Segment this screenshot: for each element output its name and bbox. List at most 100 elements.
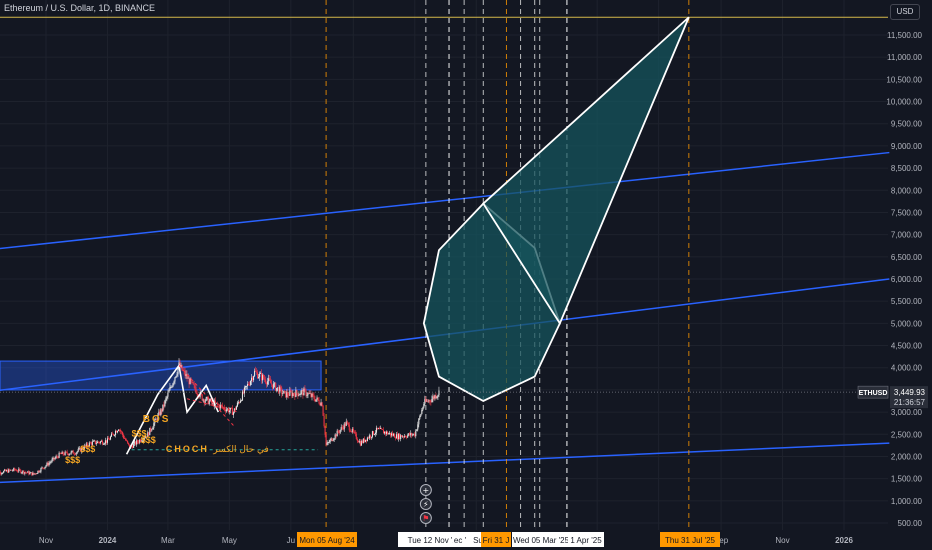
- candle-body: [74, 454, 76, 455]
- candle-body: [226, 408, 228, 410]
- candle-body: [140, 439, 142, 442]
- candle-body: [14, 468, 16, 470]
- candle-body: [376, 427, 379, 429]
- wedge-line: [186, 398, 239, 413]
- candle-body: [8, 469, 10, 473]
- candle-body: [295, 390, 297, 397]
- candle-body: [286, 392, 288, 398]
- y-tick-label: 11,500.00: [887, 31, 923, 40]
- candle-body: [187, 377, 189, 379]
- candle-body: [54, 457, 56, 460]
- candle-body: [281, 388, 283, 394]
- candle-body: [300, 391, 302, 395]
- y-tick-label: 9,500.00: [891, 120, 923, 129]
- candle-body: [317, 397, 319, 400]
- candle-body: [65, 451, 67, 453]
- candle-body: [117, 429, 120, 431]
- candle-body: [113, 434, 116, 436]
- candle-body: [398, 434, 400, 440]
- candle-body: [414, 433, 416, 437]
- candle-body: [162, 404, 164, 412]
- candle-body: [220, 404, 222, 406]
- candle-body: [327, 442, 329, 444]
- candle-body: [78, 447, 80, 449]
- candle-body: [354, 432, 356, 434]
- candle-body: [0, 472, 2, 474]
- candle-body: [23, 470, 25, 474]
- y-tick-label: 3,000.00: [891, 408, 923, 417]
- candle-body: [5, 469, 7, 472]
- candle-body: [263, 374, 265, 379]
- date-marker-label: 1 Apr '25: [570, 536, 602, 545]
- candle-body: [204, 400, 206, 403]
- candle-body: [434, 395, 436, 399]
- candle-body: [136, 440, 138, 445]
- candle-body: [190, 378, 192, 382]
- candle-body: [250, 377, 253, 382]
- candle-body: [321, 402, 323, 407]
- candle-body: [121, 431, 123, 433]
- date-marker[interactable]: [297, 532, 357, 547]
- price-axis: 11,500.00 11,000.00 10,500.00 10,000.00 9,50…: [886, 31, 922, 528]
- candle-body: [105, 440, 108, 443]
- candle-body: [139, 439, 141, 443]
- candle-body: [194, 385, 196, 390]
- candle-body: [298, 394, 300, 396]
- date-marker[interactable]: [512, 532, 570, 547]
- candle-body: [433, 396, 435, 399]
- candle-body: [150, 427, 152, 431]
- x-tick-label: May: [222, 536, 237, 545]
- candle-body: [110, 433, 113, 437]
- candle-body: [90, 442, 92, 445]
- candle-body: [52, 457, 54, 460]
- candle-body: [276, 388, 278, 391]
- plus-icon[interactable]: [419, 484, 432, 496]
- candle-body: [85, 443, 87, 446]
- candle-body: [320, 402, 322, 406]
- candle-body: [424, 399, 426, 404]
- date-marker[interactable]: [660, 532, 720, 547]
- flag-icon[interactable]: [419, 512, 432, 524]
- date-marker[interactable]: [453, 532, 467, 547]
- candle-body: [431, 399, 433, 403]
- candle-body: [82, 449, 84, 451]
- x-tick-label: Nov: [775, 536, 789, 545]
- candle-body: [81, 447, 83, 450]
- candle-body: [253, 376, 255, 381]
- candle-body: [155, 419, 157, 420]
- candle-body: [159, 411, 161, 416]
- candle-body: [20, 470, 22, 473]
- candle-body: [141, 440, 143, 442]
- date-marker[interactable]: [481, 532, 511, 547]
- candle-body: [344, 423, 346, 426]
- candle-body: [243, 387, 246, 394]
- lightning-icon[interactable]: [419, 498, 432, 510]
- candle-body: [397, 434, 399, 440]
- candle-body: [379, 428, 382, 429]
- candle-body: [333, 438, 335, 441]
- candle-body: [365, 439, 367, 441]
- candle-body: [282, 393, 284, 395]
- date-marker[interactable]: [398, 532, 471, 547]
- candle-body: [293, 393, 295, 395]
- date-marker[interactable]: [568, 532, 604, 547]
- candle-body: [377, 428, 380, 430]
- candle-body: [173, 381, 175, 384]
- candle-body: [308, 393, 310, 394]
- candle-body: [345, 421, 347, 426]
- candle-body: [274, 382, 276, 384]
- candle-body: [307, 393, 309, 396]
- candle-body: [75, 452, 77, 455]
- candle-body: [285, 391, 287, 398]
- price-candles: [0, 358, 440, 477]
- candle-body: [269, 378, 271, 381]
- candle-body: [207, 397, 209, 405]
- candle-body: [179, 362, 181, 368]
- candle-body: [252, 377, 254, 381]
- candle-body: [218, 404, 220, 409]
- candle-body: [87, 445, 89, 447]
- currency-button[interactable]: USD: [890, 4, 920, 20]
- candle-body: [331, 438, 333, 441]
